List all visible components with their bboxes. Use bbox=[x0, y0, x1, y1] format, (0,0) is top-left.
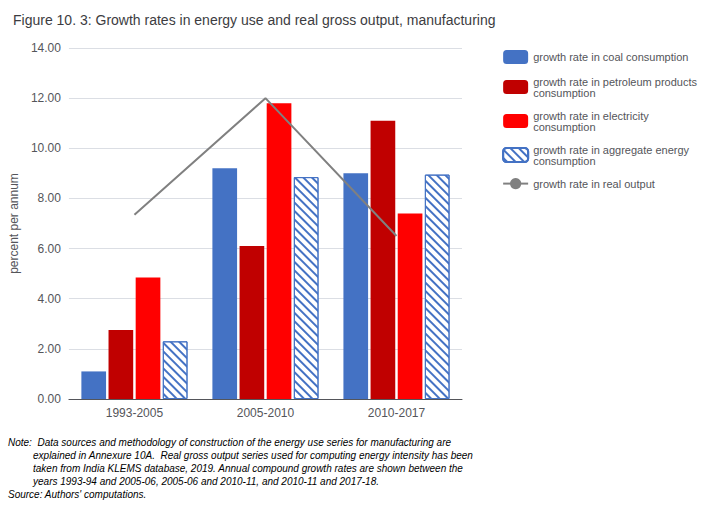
svg-text:taken from India KLEMS databas: taken from India KLEMS database, 2019. A… bbox=[8, 463, 463, 474]
svg-text:6.00: 6.00 bbox=[38, 242, 62, 256]
svg-text:10.00: 10.00 bbox=[31, 141, 61, 155]
svg-text:Source: Authors' computations.: Source: Authors' computations. bbox=[8, 489, 146, 500]
svg-text:explained in Annexure 10A. Re: explained in Annexure 10A. Real gross ou… bbox=[8, 450, 473, 461]
svg-text:consumption: consumption bbox=[533, 155, 595, 167]
svg-text:14.00: 14.00 bbox=[31, 41, 61, 55]
svg-text:2005-2010: 2005-2010 bbox=[237, 406, 295, 420]
svg-text:12.00: 12.00 bbox=[31, 91, 61, 105]
svg-text:Figure 10. 3: Growth rates in: Figure 10. 3: Growth rates in energy use… bbox=[13, 12, 496, 28]
svg-text:growth rate in electricity: growth rate in electricity bbox=[533, 109, 649, 122]
svg-text:growth rate in aggregate energ: growth rate in aggregate energy bbox=[533, 143, 690, 156]
svg-text:Note: Data sources and method: Note: Data sources and methodology of co… bbox=[8, 437, 451, 448]
svg-text:2010-2017: 2010-2017 bbox=[368, 406, 426, 420]
svg-text:4.00: 4.00 bbox=[38, 292, 62, 306]
svg-text:0.00: 0.00 bbox=[38, 392, 62, 406]
svg-text:years 1993-94 and 2005-06, 200: years 1993-94 and 2005-06, 2005-06 and 2… bbox=[8, 476, 379, 487]
svg-text:consumption: consumption bbox=[533, 121, 595, 133]
svg-text:consumption: consumption bbox=[533, 87, 595, 99]
svg-text:growth rate in petroleum produ: growth rate in petroleum products bbox=[533, 75, 697, 88]
svg-text:1993-2005: 1993-2005 bbox=[106, 406, 164, 420]
svg-text:2.00: 2.00 bbox=[38, 342, 62, 356]
svg-text:8.00: 8.00 bbox=[38, 191, 62, 205]
svg-text:growth rate in real output: growth rate in real output bbox=[533, 178, 655, 190]
svg-text:growth rate in coal consumptio: growth rate in coal consumption bbox=[533, 51, 688, 63]
svg-text:percent per annum: percent per annum bbox=[7, 173, 21, 274]
